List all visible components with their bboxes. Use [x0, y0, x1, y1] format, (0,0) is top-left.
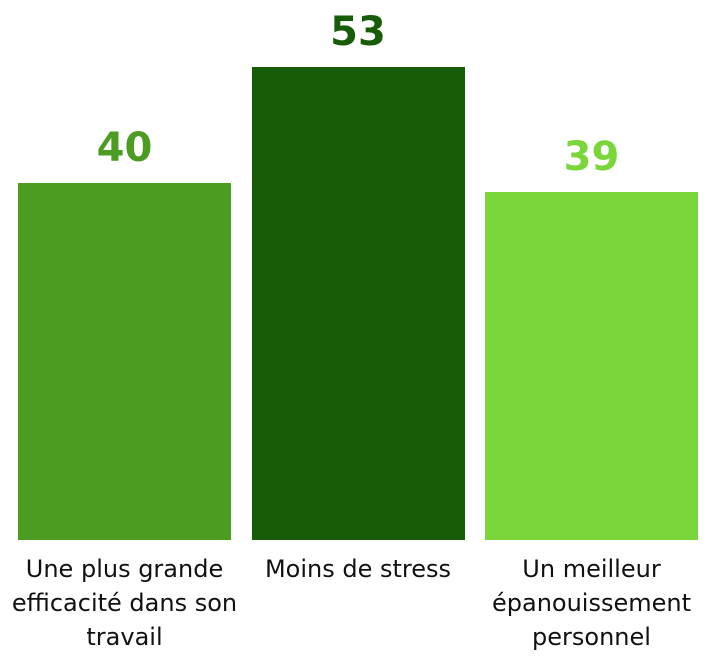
value-label: 40 [96, 125, 153, 172]
category-label: Un meilleur épanouissement personnel [491, 555, 692, 651]
value-label: 39 [563, 133, 620, 180]
bar [18, 183, 231, 540]
value-label: 53 [330, 9, 386, 55]
category-label: Une plus grande efficacité dans son trav… [11, 555, 238, 651]
bar [485, 191, 698, 540]
category-label: Moins de stress [264, 555, 452, 583]
bar [251, 67, 465, 540]
